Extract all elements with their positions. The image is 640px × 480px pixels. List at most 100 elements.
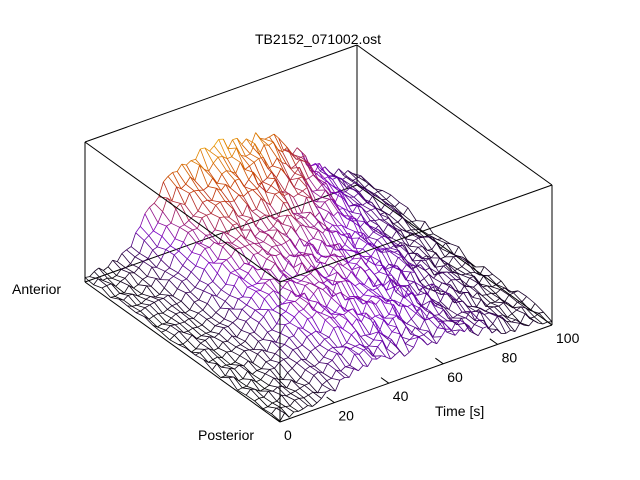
mesh-line-position	[284, 344, 294, 350]
mesh-line-time	[193, 210, 199, 217]
mesh-line-position	[287, 372, 297, 383]
mesh-line-position	[152, 324, 162, 333]
mesh-line-position	[293, 262, 303, 269]
mesh-line-time	[511, 319, 517, 323]
mesh-line-time	[406, 229, 412, 232]
mesh-line-position	[359, 343, 369, 349]
mesh-line-time	[477, 327, 484, 336]
mesh-line-time	[250, 290, 257, 298]
mesh-line-position	[342, 265, 352, 272]
mesh-line-position	[398, 305, 408, 307]
mesh-line-time	[231, 335, 237, 338]
mesh-line-position	[487, 285, 497, 294]
mesh-line-position	[370, 319, 380, 333]
mesh-line-position	[261, 182, 271, 206]
mesh-line-position	[467, 292, 477, 307]
mesh-line-position	[238, 194, 248, 205]
mesh-line-position	[460, 278, 470, 287]
mesh-line-position	[314, 267, 324, 284]
x-tick-label: 40	[393, 388, 409, 404]
mesh-line-position	[453, 298, 463, 313]
mesh-line-position	[182, 265, 192, 273]
mesh-line-time	[320, 306, 327, 314]
mesh-line-time	[473, 282, 479, 288]
mesh-line-position	[238, 276, 248, 288]
mesh-line-position	[200, 254, 210, 263]
mesh-line-position	[447, 320, 456, 323]
mesh-line-position	[259, 217, 270, 231]
mesh-line-time	[223, 326, 229, 329]
mesh-line-time	[395, 285, 400, 287]
mesh-line-time	[399, 285, 405, 299]
mesh-line-time	[159, 287, 165, 295]
mesh-line-position	[317, 178, 327, 184]
mesh-line-time	[280, 406, 286, 408]
mesh-line-time	[265, 359, 271, 363]
mesh-line-time	[264, 136, 270, 140]
mesh-line-time	[224, 200, 230, 203]
mesh-line-time	[438, 272, 443, 274]
mesh-line-position	[263, 144, 273, 167]
mesh-line-time	[387, 317, 394, 326]
mesh-line-position	[488, 312, 498, 317]
mesh-line-time	[272, 229, 278, 239]
mesh-line-position	[315, 330, 325, 340]
mesh-line-time	[276, 314, 282, 325]
mesh-line-time	[434, 314, 440, 316]
mesh-line-position	[460, 320, 470, 327]
mesh-line-time	[299, 238, 305, 247]
mesh-line-time	[340, 366, 346, 372]
mesh-line-time	[237, 215, 243, 217]
mesh-line-position	[283, 202, 293, 217]
mesh-line-position	[239, 162, 250, 180]
mesh-line-position	[107, 266, 117, 276]
mesh-line-time	[285, 322, 290, 325]
mesh-line-position	[247, 286, 257, 292]
mesh-line-position	[244, 246, 254, 255]
mesh-line-time	[227, 335, 233, 342]
mesh-line-position	[328, 211, 338, 227]
mesh-line-position	[268, 145, 278, 159]
mesh-line-position	[227, 241, 237, 250]
mesh-line-time	[395, 333, 401, 347]
mesh-line-time	[357, 204, 362, 208]
mesh-line-position	[299, 237, 309, 244]
mesh-line-time	[153, 222, 159, 232]
mesh-line-time	[215, 307, 221, 313]
mesh-line-time	[450, 322, 457, 332]
mesh-line-time	[459, 285, 465, 294]
mesh-line-time	[337, 177, 343, 180]
mesh-line-time	[234, 364, 240, 370]
mesh-line-time	[407, 303, 413, 307]
mesh-line-time	[409, 240, 415, 247]
mesh-line-time	[176, 186, 182, 190]
mesh-line-time	[405, 271, 411, 281]
mesh-line-position	[242, 387, 251, 390]
mesh-line-position	[457, 314, 467, 319]
mesh-line-position	[300, 224, 310, 242]
mesh-line-position	[340, 292, 350, 299]
mesh-line-time	[285, 393, 291, 397]
mesh-line-position	[331, 232, 341, 250]
mesh-line-position	[359, 226, 370, 238]
mesh-line-time	[271, 323, 278, 331]
mesh-line-position	[333, 327, 343, 347]
mesh-line-position	[147, 276, 156, 279]
mesh-line-position	[292, 277, 302, 282]
mesh-line-position	[302, 328, 312, 335]
mesh-line-position	[267, 309, 278, 325]
mesh-line-time	[295, 159, 301, 166]
mesh-line-time	[231, 346, 237, 352]
mesh-line-position	[467, 305, 477, 312]
mesh-line-position	[303, 397, 313, 407]
mesh-line-position	[391, 275, 401, 286]
mesh-line-time	[217, 356, 223, 359]
mesh-line-position	[290, 393, 300, 399]
mesh-line-time	[246, 217, 252, 223]
mesh-line-time	[161, 225, 167, 237]
mesh-line-position	[305, 275, 315, 286]
mesh-line-time	[157, 211, 163, 223]
mesh-line-time	[456, 271, 462, 276]
mesh-line-time	[220, 184, 227, 191]
mesh-line-time	[335, 189, 341, 195]
